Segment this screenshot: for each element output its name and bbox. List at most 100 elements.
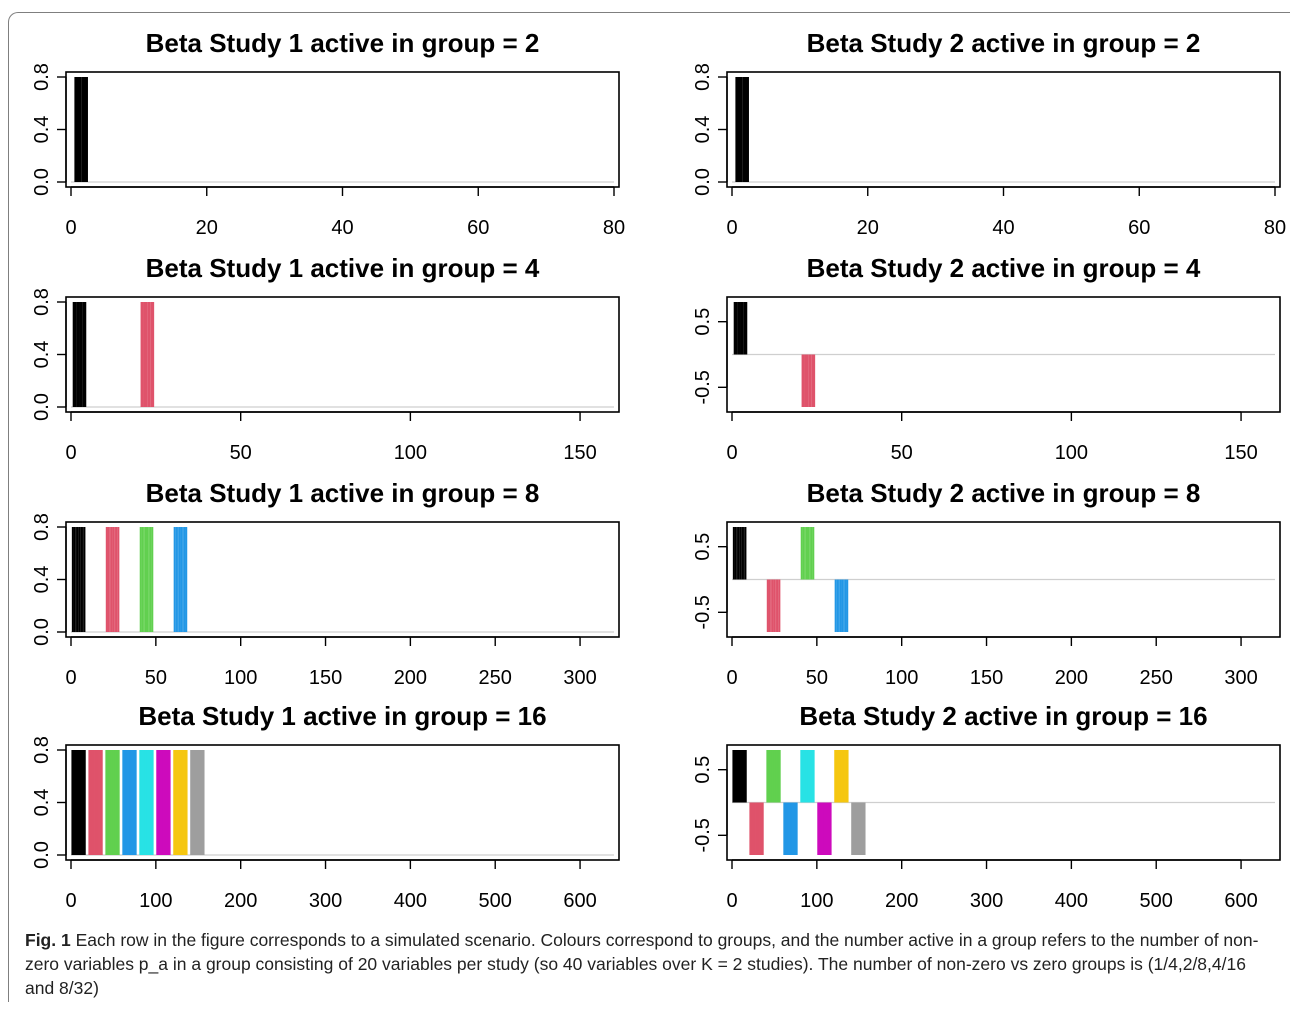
bar-s3-45 [769, 750, 772, 803]
bar-s1-16 [84, 750, 86, 855]
bar-s1-7 [743, 527, 745, 580]
bar-s1-1 [733, 302, 738, 355]
bar-s6-102 [818, 802, 820, 855]
bar-s3-45 [108, 750, 111, 855]
bar-s2-24 [811, 354, 816, 407]
bar-s8-147 [195, 750, 197, 855]
bar-s3-45 [146, 527, 149, 632]
bar-s3-47 [771, 750, 774, 803]
bar-s2-35 [100, 750, 102, 855]
bar-s4-66 [182, 527, 184, 632]
bar-s3-56 [779, 750, 781, 803]
bar-s2-21 [88, 750, 90, 855]
bar-s2-23 [751, 802, 753, 855]
bar-s2-22 [804, 354, 809, 407]
bar-s7-135 [846, 750, 848, 803]
bar-s1-8 [744, 527, 747, 580]
bar-s1-4 [82, 302, 87, 407]
bar-s2-22 [768, 579, 771, 632]
bar-s5-95 [151, 750, 153, 855]
bar-s6-111 [164, 750, 167, 855]
bar-s1-2 [81, 77, 88, 182]
bar-s4-70 [790, 802, 793, 855]
bar-s3-41 [139, 527, 142, 632]
bar-s1-3 [736, 527, 738, 580]
bar-s8-142 [852, 802, 854, 855]
bar-s1-3 [734, 750, 736, 803]
bar-s5-85 [142, 750, 145, 855]
bar-s6-114 [828, 802, 830, 855]
bar-s3-45 [807, 527, 810, 580]
x-tick-label: 50 [230, 442, 252, 464]
chart-panel-3: Beta Study 1 active in group = 4 0 50 100 15… [31, 253, 620, 464]
figure-frame [8, 12, 1290, 1002]
bar-s4-65 [786, 802, 789, 855]
y-tick-label: 0.4 [31, 341, 53, 369]
bar-s4-61 [783, 802, 785, 855]
bar-s3-53 [776, 750, 779, 803]
x-tick-label: 20 [196, 217, 218, 239]
bar-s8-148 [857, 802, 859, 855]
bar-s7-136 [846, 750, 849, 803]
bar-s2-33 [98, 750, 101, 855]
bar-s6-101 [817, 802, 819, 855]
bar-s3-43 [804, 527, 806, 580]
chart-panel-5: Beta Study 1 active in group = 8 0 50 100 15… [31, 478, 620, 689]
bar-s4-67 [183, 527, 186, 632]
bar-s3-49 [773, 750, 775, 803]
bar-s5-86 [143, 750, 146, 855]
bar-s1-13 [742, 750, 745, 803]
bar-s1-3 [79, 302, 83, 407]
bar-s7-123 [174, 750, 177, 855]
chart-panel-2: Beta Study 2 active in group = 2 0 20 40 60 8… [692, 28, 1286, 239]
bar-s4-66 [787, 802, 790, 855]
bar-s5-84 [141, 750, 144, 855]
bar-s1-11 [740, 750, 743, 803]
bar-s8-145 [854, 802, 857, 855]
bar-s8-152 [199, 750, 202, 855]
bar-s7-130 [180, 750, 183, 855]
bar-s1-1 [732, 527, 735, 580]
bar-s4-65 [125, 750, 128, 855]
chart-title: Beta Study 1 active in group = 2 [146, 28, 540, 58]
bar-s1-3 [740, 302, 744, 355]
chart-panel-8: Beta Study 2 active in group = 16 0 100 200… [692, 701, 1281, 912]
chart-panel-6: Beta Study 2 active in group = 8 0 50 100 15… [692, 478, 1281, 689]
bar-s8-153 [861, 802, 863, 855]
bar-s2-24 [150, 302, 155, 407]
x-tick-label: 300 [563, 667, 596, 689]
bar-s4-70 [129, 750, 132, 855]
bar-s1-1 [72, 302, 77, 407]
bar-s1-1 [732, 750, 735, 803]
y-tick-label: 0.8 [692, 63, 714, 91]
bar-s3-55 [778, 750, 780, 803]
bar-s8-151 [859, 802, 862, 855]
bar-s5-88 [145, 750, 147, 855]
x-tick-label: 300 [309, 890, 342, 912]
bar-s4-65 [180, 527, 183, 632]
bar-s4-67 [844, 579, 847, 632]
bar-s4-66 [843, 579, 845, 632]
bar-s6-108 [162, 750, 164, 855]
bar-s7-123 [835, 750, 838, 803]
x-tick-label: 50 [891, 442, 913, 464]
chart-title: Beta Study 2 active in group = 4 [807, 253, 1201, 283]
bar-s5-90 [146, 750, 149, 855]
bar-s3-54 [116, 750, 118, 855]
bar-s2-27 [776, 579, 779, 632]
y-tick-label: 0.0 [31, 168, 53, 196]
bar-s2-28 [94, 750, 96, 855]
bar-s6-113 [827, 802, 830, 855]
bar-s6-113 [166, 750, 169, 855]
bar-s5-95 [812, 750, 814, 803]
bar-s3-48 [812, 527, 815, 580]
chart-title: Beta Study 1 active in group = 4 [146, 253, 540, 283]
bar-s6-103 [157, 750, 160, 855]
bar-s4-71 [130, 750, 133, 855]
x-tick-label: 150 [970, 667, 1003, 689]
bar-s1-9 [739, 750, 741, 803]
x-tick-label: 0 [726, 442, 737, 464]
bar-s5-87 [144, 750, 146, 855]
chart-title: Beta Study 2 active in group = 8 [807, 478, 1201, 508]
bar-s4-68 [185, 527, 188, 632]
